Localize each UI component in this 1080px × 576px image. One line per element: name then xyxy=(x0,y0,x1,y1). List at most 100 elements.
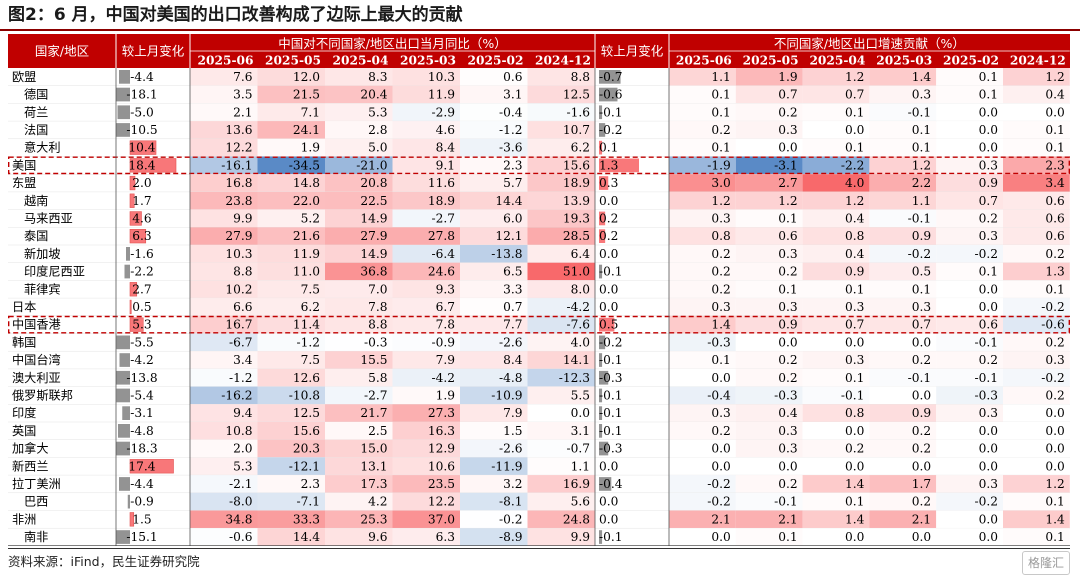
change-right-value: -0.1 xyxy=(599,406,623,420)
contrib-cell xyxy=(936,68,1003,86)
change-left-value: -18.1 xyxy=(126,88,157,102)
change-bar-negative xyxy=(126,247,130,261)
yoy-value: 9.3 xyxy=(436,282,455,296)
change-left-value: 17.4 xyxy=(128,459,155,473)
header-period-left: 2025-02 xyxy=(468,54,524,68)
yoy-cell xyxy=(527,510,595,529)
contrib-cell xyxy=(936,262,1003,281)
contrib-value: 0.3 xyxy=(979,406,998,420)
contrib-value: 0.2 xyxy=(979,211,998,225)
region-name: 泰国 xyxy=(24,229,48,243)
contrib-change-bar-negative xyxy=(599,335,606,350)
contrib-value: 0.1 xyxy=(912,141,931,155)
contrib-cell xyxy=(869,298,937,316)
yoy-cell xyxy=(460,209,528,228)
yoy-value: 37.0 xyxy=(428,512,455,526)
region-name: 巴西 xyxy=(24,495,48,509)
contrib-cell xyxy=(869,85,937,104)
contrib-value: 2.1 xyxy=(711,512,730,526)
yoy-value: 1.1 xyxy=(571,459,590,473)
change-right-value: -0.1 xyxy=(599,388,623,402)
contrib-cell xyxy=(869,386,937,405)
yoy-value: -0.2 xyxy=(499,512,523,526)
yoy-cell xyxy=(527,103,595,122)
page-title: 图2：6 月，中国对美国的出口改善构成了边际上最大的贡献 xyxy=(8,5,463,25)
yoy-value: -21.0 xyxy=(356,158,387,172)
yoy-value: 10.8 xyxy=(225,424,252,438)
contrib-cell xyxy=(735,457,803,476)
yoy-cell xyxy=(190,138,258,157)
change-bar-positive xyxy=(129,317,144,332)
contrib-cell xyxy=(936,422,1003,440)
yoy-value: -2.1 xyxy=(229,477,253,491)
change-right-value: -0.7 xyxy=(599,70,623,84)
yoy-cell xyxy=(257,209,325,228)
yoy-value: 8.8 xyxy=(571,70,590,84)
contrib-value: 0.0 xyxy=(979,459,998,473)
yoy-value: 12.5 xyxy=(563,88,590,102)
change-left-value: -4.4 xyxy=(130,70,154,84)
region-name: 欧盟 xyxy=(12,70,36,84)
contrib-cell xyxy=(869,245,937,263)
yoy-value: 3.3 xyxy=(503,282,522,296)
contrib-cell xyxy=(735,209,803,228)
yoy-value: 6.2 xyxy=(301,300,320,314)
yoy-cell xyxy=(325,475,393,493)
contrib-value: 1.2 xyxy=(778,194,797,208)
contrib-cell xyxy=(669,528,736,546)
contrib-value: -0.2 xyxy=(707,477,731,491)
contrib-cell xyxy=(802,439,870,458)
contrib-value: 0.2 xyxy=(778,477,797,491)
contrib-value: 0.0 xyxy=(912,388,931,402)
contrib-cell xyxy=(936,245,1003,263)
yoy-value: 8.8 xyxy=(233,265,252,279)
yoy-value: 6.2 xyxy=(571,141,590,155)
contrib-cell xyxy=(735,510,803,529)
contrib-cell xyxy=(936,280,1003,299)
contrib-cell xyxy=(869,68,937,86)
contrib-value: 0.2 xyxy=(778,371,797,385)
contrib-cell xyxy=(936,510,1003,529)
contrib-cell xyxy=(802,103,870,122)
contrib-cell xyxy=(735,121,803,139)
yoy-cell xyxy=(257,386,325,405)
contrib-cell xyxy=(869,138,937,157)
contrib-cell xyxy=(802,174,870,192)
contrib-cell xyxy=(1003,439,1070,458)
contrib-cell xyxy=(936,209,1003,228)
contrib-value: -0.6 xyxy=(1041,318,1065,332)
yoy-value: 5.0 xyxy=(368,141,387,155)
yoy-cell xyxy=(392,439,460,458)
change-bar-negative xyxy=(116,388,130,403)
change-right-value: -0.1 xyxy=(599,105,623,119)
contrib-cell xyxy=(936,315,1003,334)
yoy-cell xyxy=(257,85,325,104)
contrib-value: 0.0 xyxy=(979,300,998,314)
yoy-value: 23.5 xyxy=(428,477,455,491)
yoy-cell xyxy=(460,368,528,387)
yoy-value: 3.4 xyxy=(233,353,253,367)
yoy-value: 27.3 xyxy=(428,406,455,420)
yoy-value: 12.1 xyxy=(495,229,522,243)
contrib-value: 0.9 xyxy=(845,265,864,279)
yoy-cell xyxy=(190,528,258,546)
contrib-change-bar-negative xyxy=(599,406,603,420)
change-bar-positive xyxy=(129,459,174,474)
yoy-value: -3.6 xyxy=(499,141,523,155)
contrib-cell xyxy=(802,262,870,281)
contrib-cell xyxy=(802,298,870,316)
yoy-cell xyxy=(460,457,528,476)
yoy-cell xyxy=(392,386,460,405)
contrib-cell xyxy=(669,85,736,104)
contrib-cell xyxy=(869,422,937,440)
contrib-value: 0.3 xyxy=(979,158,998,172)
change-left-value: -13.8 xyxy=(126,371,157,385)
yoy-value: 2.1 xyxy=(233,105,252,119)
yoy-value: 3.5 xyxy=(233,88,252,102)
contrib-cell xyxy=(869,227,937,245)
yoy-cell xyxy=(392,368,460,387)
contrib-value: 1.4 xyxy=(1045,512,1065,526)
yoy-cell xyxy=(460,315,528,334)
yoy-cell xyxy=(325,404,393,422)
yoy-value: 15.5 xyxy=(360,353,387,367)
